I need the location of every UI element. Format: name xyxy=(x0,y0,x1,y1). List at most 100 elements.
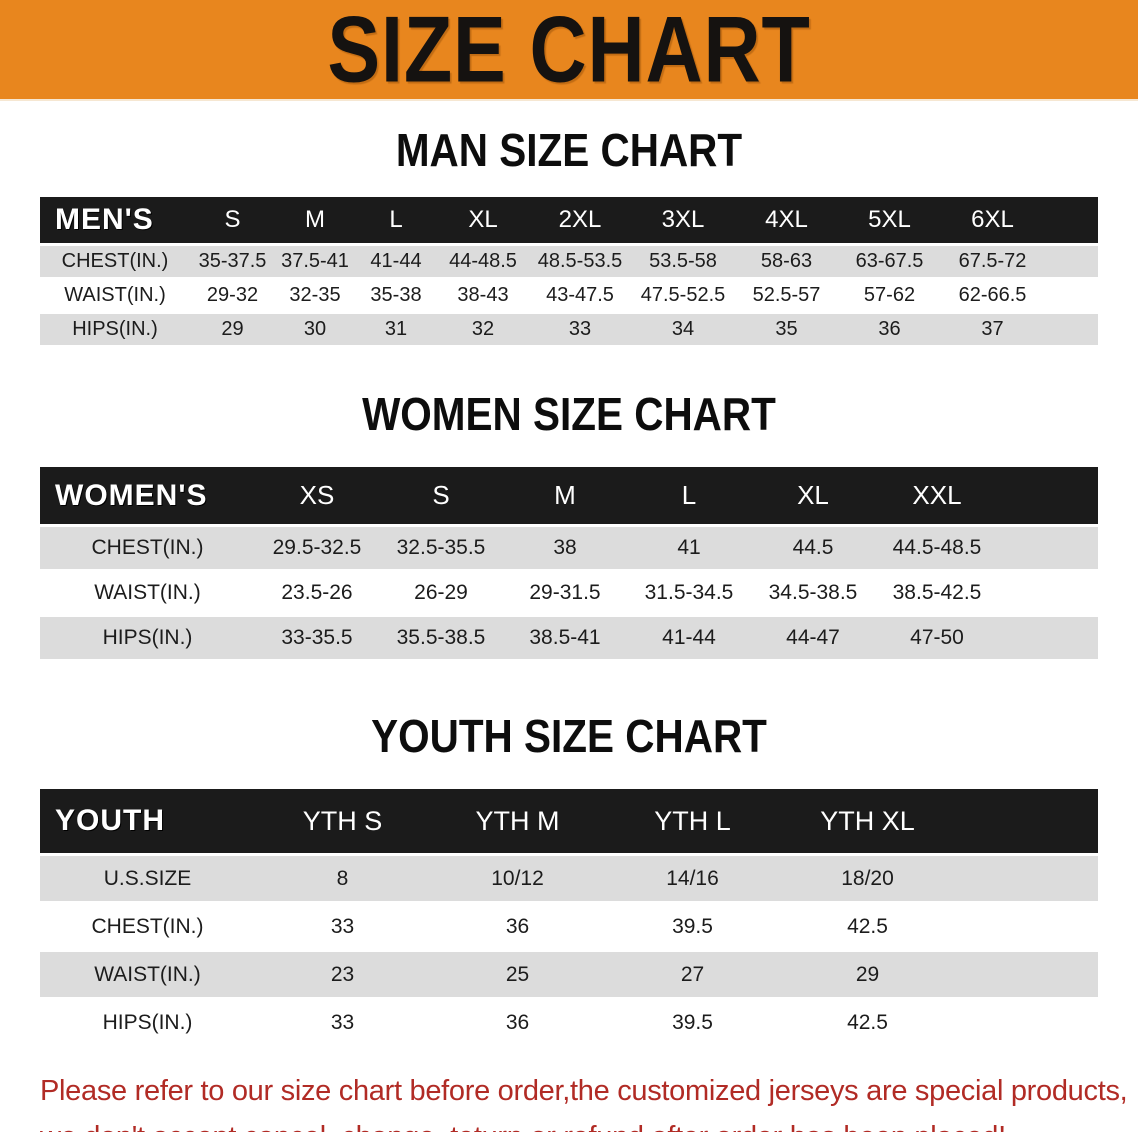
size-value-cell: 63-67.5 xyxy=(838,246,941,277)
size-value-cell: 32 xyxy=(437,314,529,345)
row-label-cell: CHEST(IN.) xyxy=(40,904,255,949)
row-label-cell: HIPS(IN.) xyxy=(40,314,190,345)
size-value-cell: 29 xyxy=(190,314,275,345)
size-value-cell: 32.5-35.5 xyxy=(379,527,503,569)
size-value-cell: 27 xyxy=(605,952,780,997)
row-label-cell: WAIST(IN.) xyxy=(40,952,255,997)
spacer-cell xyxy=(999,572,1098,614)
size-value-cell: 41-44 xyxy=(355,246,437,277)
youth-ussize-row: U.S.SIZE 8 10/12 14/16 18/20 xyxy=(40,856,1098,901)
size-value-cell: 35.5-38.5 xyxy=(379,617,503,659)
disclaimer-line-2: we don't accept cancel, change, teturn o… xyxy=(40,1114,1138,1132)
size-value-cell: 36 xyxy=(838,314,941,345)
size-value-cell: 25 xyxy=(430,952,605,997)
spacer-cell xyxy=(999,617,1098,659)
size-value-cell: 39.5 xyxy=(605,1000,780,1045)
size-value-cell: 42.5 xyxy=(780,1000,955,1045)
size-value-cell: 18/20 xyxy=(780,856,955,901)
size-value-cell: 41-44 xyxy=(627,617,751,659)
size-value-cell: 38.5-42.5 xyxy=(875,572,999,614)
size-header-cell: XL xyxy=(437,197,529,243)
size-header-cell: 2XL xyxy=(529,197,631,243)
size-value-cell: 67.5-72 xyxy=(941,246,1044,277)
row-label-cell: HIPS(IN.) xyxy=(40,617,255,659)
spacer-cell xyxy=(1044,314,1098,345)
size-value-cell: 44-47 xyxy=(751,617,875,659)
banner-title: SIZE CHART xyxy=(327,0,811,102)
size-value-cell: 23 xyxy=(255,952,430,997)
size-value-cell: 33 xyxy=(255,904,430,949)
youth-group-label: YOUTH xyxy=(40,789,255,853)
size-header-cell: 5XL xyxy=(838,197,941,243)
size-header-cell: XS xyxy=(255,467,379,524)
size-value-cell: 33-35.5 xyxy=(255,617,379,659)
row-label-cell: CHEST(IN.) xyxy=(40,246,190,277)
size-value-cell: 33 xyxy=(529,314,631,345)
size-value-cell: 30 xyxy=(275,314,355,345)
size-value-cell: 44-48.5 xyxy=(437,246,529,277)
size-value-cell: 29-32 xyxy=(190,280,275,311)
size-header-cell: S xyxy=(379,467,503,524)
size-value-cell: 47-50 xyxy=(875,617,999,659)
size-value-cell: 29-31.5 xyxy=(503,572,627,614)
disclaimer-text: Please refer to our size chart before or… xyxy=(40,1068,1138,1132)
row-label-cell: U.S.SIZE xyxy=(40,856,255,901)
size-value-cell: 23.5-26 xyxy=(255,572,379,614)
size-value-cell: 33 xyxy=(255,1000,430,1045)
men-header-row: MEN'S S M L XL 2XL 3XL 4XL 5XL 6XL xyxy=(40,197,1098,243)
size-header-cell: M xyxy=(503,467,627,524)
youth-section-heading: YOUTH SIZE CHART xyxy=(371,710,767,762)
size-value-cell: 34.5-38.5 xyxy=(751,572,875,614)
men-group-label: MEN'S xyxy=(40,197,190,243)
spacer-cell xyxy=(1044,246,1098,277)
size-value-cell: 36 xyxy=(430,904,605,949)
row-label-cell: WAIST(IN.) xyxy=(40,280,190,311)
size-value-cell: 38.5-41 xyxy=(503,617,627,659)
size-value-cell: 31 xyxy=(355,314,437,345)
spacer-cell xyxy=(955,856,1098,901)
row-label-cell: WAIST(IN.) xyxy=(40,572,255,614)
size-header-cell: XXL xyxy=(875,467,999,524)
men-size-table: MEN'S S M L XL 2XL 3XL 4XL 5XL 6XL CHEST… xyxy=(40,194,1098,348)
size-value-cell: 35-38 xyxy=(355,280,437,311)
size-value-cell: 35 xyxy=(735,314,838,345)
size-header-cell: YTH S xyxy=(255,789,430,853)
size-value-cell: 53.5-58 xyxy=(631,246,735,277)
size-value-cell: 31.5-34.5 xyxy=(627,572,751,614)
size-value-cell: 36 xyxy=(430,1000,605,1045)
size-value-cell: 42.5 xyxy=(780,904,955,949)
youth-chest-row: CHEST(IN.) 33 36 39.5 42.5 xyxy=(40,904,1098,949)
size-header-cell: 6XL xyxy=(941,197,1044,243)
spacer-cell xyxy=(955,952,1098,997)
size-header-cell: XL xyxy=(751,467,875,524)
women-section-heading: WOMEN SIZE CHART xyxy=(362,388,776,440)
size-value-cell: 47.5-52.5 xyxy=(631,280,735,311)
youth-waist-row: WAIST(IN.) 23 25 27 29 xyxy=(40,952,1098,997)
women-header-row: WOMEN'S XS S M L XL XXL xyxy=(40,467,1098,524)
size-header-cell: L xyxy=(627,467,751,524)
size-value-cell: 38-43 xyxy=(437,280,529,311)
size-header-cell: YTH XL xyxy=(780,789,955,853)
size-value-cell: 39.5 xyxy=(605,904,780,949)
size-value-cell: 44.5 xyxy=(751,527,875,569)
size-header-cell: 4XL xyxy=(735,197,838,243)
spacer-cell xyxy=(955,1000,1098,1045)
men-section-heading: MAN SIZE CHART xyxy=(395,124,743,176)
size-value-cell: 26-29 xyxy=(379,572,503,614)
men-hips-row: HIPS(IN.) 29 30 31 32 33 34 35 36 37 xyxy=(40,314,1098,345)
size-value-cell: 43-47.5 xyxy=(529,280,631,311)
spacer-cell xyxy=(1044,197,1098,243)
size-value-cell: 58-63 xyxy=(735,246,838,277)
row-label-cell: CHEST(IN.) xyxy=(40,527,255,569)
size-value-cell: 52.5-57 xyxy=(735,280,838,311)
size-value-cell: 38 xyxy=(503,527,627,569)
size-value-cell: 35-37.5 xyxy=(190,246,275,277)
spacer-cell xyxy=(1044,280,1098,311)
row-label-cell: HIPS(IN.) xyxy=(40,1000,255,1045)
size-value-cell: 44.5-48.5 xyxy=(875,527,999,569)
youth-header-row: YOUTH YTH S YTH M YTH L YTH XL xyxy=(40,789,1098,853)
size-header-cell: M xyxy=(275,197,355,243)
size-value-cell: 37.5-41 xyxy=(275,246,355,277)
size-value-cell: 10/12 xyxy=(430,856,605,901)
women-chest-row: CHEST(IN.) 29.5-32.5 32.5-35.5 38 41 44.… xyxy=(40,527,1098,569)
